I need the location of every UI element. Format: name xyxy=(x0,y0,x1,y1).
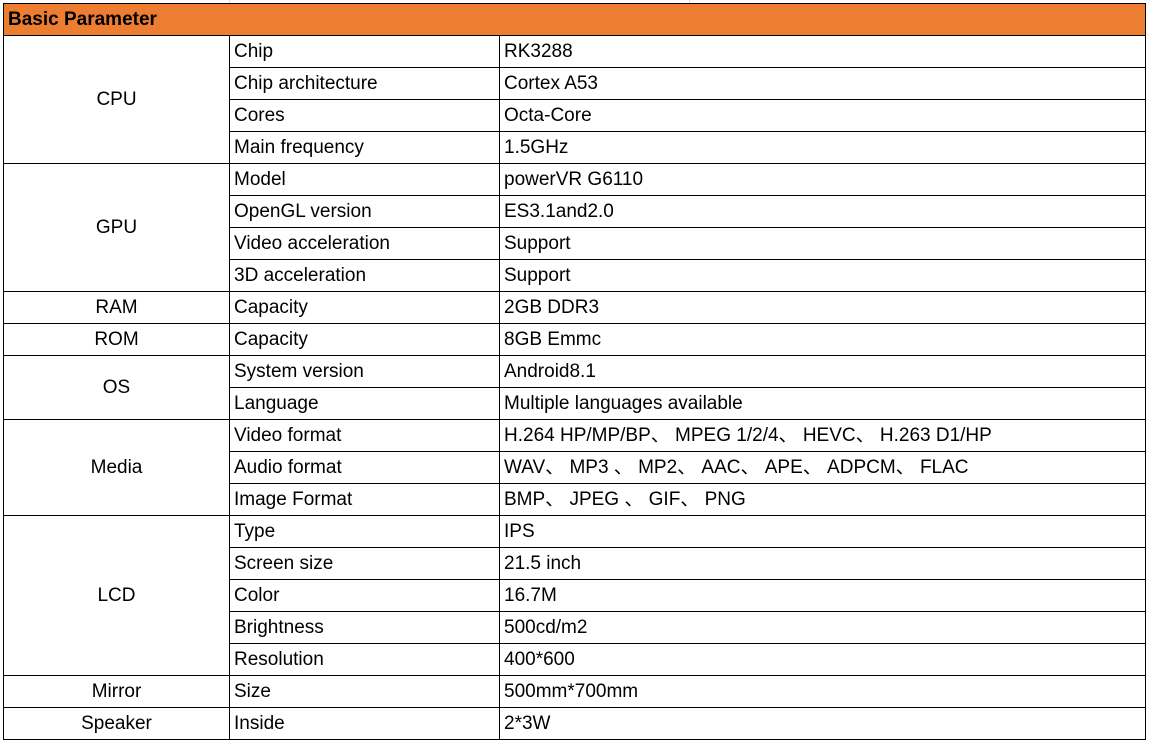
table-row: Main frequency 1.5GHz xyxy=(4,131,1146,164)
table-row: Resolution 400*600 xyxy=(4,643,1146,676)
value-cell[interactable]: H.264 HP/MP/BP、 MPEG 1/2/4、 HEVC、 H.263 … xyxy=(499,419,1146,452)
table-title: Basic Parameter xyxy=(3,3,1146,36)
gridline xyxy=(229,0,230,3)
value-cell[interactable]: Android8.1 xyxy=(499,355,1146,388)
parameter-cell[interactable]: Cores xyxy=(229,99,500,132)
parameter-cell[interactable]: 3D acceleration xyxy=(229,259,500,292)
category-cell[interactable]: RAM xyxy=(3,291,230,324)
value-cell[interactable]: 2*3W xyxy=(499,707,1146,740)
value-cell[interactable]: Support xyxy=(499,259,1146,292)
parameter-cell[interactable]: Type xyxy=(229,515,500,548)
parameter-cell[interactable]: Inside xyxy=(229,707,500,740)
value-cell[interactable]: WAV、 MP3 、 MP2、 AAC、 APE、 ADPCM、 FLAC xyxy=(499,451,1146,484)
parameter-cell[interactable]: Image Format xyxy=(229,483,500,516)
table-row: Screen size 21.5 inch xyxy=(4,547,1146,580)
parameter-cell[interactable]: Audio format xyxy=(229,451,500,484)
value-cell[interactable]: 500cd/m2 xyxy=(499,611,1146,644)
value-cell[interactable]: BMP、 JPEG 、 GIF、 PNG xyxy=(499,483,1146,516)
table-row: Speaker Inside 2*3W xyxy=(3,707,1146,740)
parameter-cell[interactable]: Language xyxy=(229,387,500,420)
category-cell[interactable]: CPU xyxy=(3,35,230,164)
header-row: Basic Parameter xyxy=(3,3,1146,36)
category-cell[interactable]: GPU xyxy=(3,163,230,292)
value-cell[interactable]: 2GB DDR3 xyxy=(499,291,1146,324)
gridline xyxy=(689,0,690,3)
parameter-cell[interactable]: Capacity xyxy=(229,323,500,356)
value-cell[interactable]: 21.5 inch xyxy=(499,547,1146,580)
table-row: 3D acceleration Support xyxy=(4,259,1146,292)
category-cell[interactable]: LCD xyxy=(3,515,230,676)
category-cell[interactable]: Media xyxy=(3,419,230,516)
table-row: Color 16.7M xyxy=(4,579,1146,612)
parameter-cell[interactable]: Chip xyxy=(229,35,500,68)
table-row: GPU Model powerVR G6110 xyxy=(3,163,1146,292)
table-row: Media Video format H.264 HP/MP/BP、 MPEG 1/… xyxy=(3,419,1146,516)
value-cell[interactable]: ES3.1and2.0 xyxy=(499,195,1146,228)
parameter-cell[interactable]: Color xyxy=(229,579,500,612)
table-row: LCD Type IPS xyxy=(3,515,1146,676)
parameter-cell[interactable]: Main frequency xyxy=(229,131,500,164)
table-row: Language Multiple languages available xyxy=(4,387,1146,420)
spec-table: Basic Parameter CPU Chip RK3288 Chip archit… xyxy=(3,3,1146,740)
category-cell[interactable]: OS xyxy=(3,355,230,420)
table-row: OpenGL version ES3.1and2.0 xyxy=(4,195,1146,228)
parameter-cell[interactable]: Video format xyxy=(229,419,500,452)
value-cell[interactable]: 1.5GHz xyxy=(499,131,1146,164)
value-cell[interactable]: 400*600 xyxy=(499,643,1146,676)
table-row: Chip architecture Cortex A53 xyxy=(4,67,1146,100)
value-cell[interactable]: Octa-Core xyxy=(499,99,1146,132)
parameter-cell[interactable]: Chip architecture xyxy=(229,67,500,100)
parameter-cell[interactable]: Brightness xyxy=(229,611,500,644)
category-cell[interactable]: Speaker xyxy=(3,707,230,740)
table-row: ROM Capacity 8GB Emmc xyxy=(3,323,1146,356)
parameter-cell[interactable]: OpenGL version xyxy=(229,195,500,228)
value-cell[interactable]: Cortex A53 xyxy=(499,67,1146,100)
table-row: Mirror Size 500mm*700mm xyxy=(3,675,1146,708)
value-cell[interactable]: powerVR G6110 xyxy=(499,163,1146,196)
parameter-cell[interactable]: Capacity xyxy=(229,291,500,324)
value-cell[interactable]: RK3288 xyxy=(499,35,1146,68)
parameter-cell[interactable]: Size xyxy=(229,675,500,708)
category-cell[interactable]: ROM xyxy=(3,323,230,356)
parameter-cell[interactable]: Model xyxy=(229,163,500,196)
table-row: Video acceleration Support xyxy=(4,227,1146,260)
value-cell[interactable]: 500mm*700mm xyxy=(499,675,1146,708)
table-row: Audio format WAV、 MP3 、 MP2、 AAC、 APE、 AD… xyxy=(4,451,1146,484)
table-row: RAM Capacity 2GB DDR3 xyxy=(3,291,1146,324)
parameter-cell[interactable]: Resolution xyxy=(229,643,500,676)
value-cell[interactable]: 8GB Emmc xyxy=(499,323,1146,356)
parameter-cell[interactable]: Screen size xyxy=(229,547,500,580)
value-cell[interactable]: 16.7M xyxy=(499,579,1146,612)
value-cell[interactable]: IPS xyxy=(499,515,1146,548)
value-cell[interactable]: Multiple languages available xyxy=(499,387,1146,420)
table-row: CPU Chip RK3288 xyxy=(3,35,1146,164)
category-cell[interactable]: Mirror xyxy=(3,675,230,708)
table-row: Image Format BMP、 JPEG 、 GIF、 PNG xyxy=(4,483,1146,516)
table-row: Brightness 500cd/m2 xyxy=(4,611,1146,644)
value-cell[interactable]: Support xyxy=(499,227,1146,260)
table-row: OS System version Android8.1 xyxy=(3,355,1146,420)
parameter-cell[interactable]: Video acceleration xyxy=(229,227,500,260)
parameter-cell[interactable]: System version xyxy=(229,355,500,388)
